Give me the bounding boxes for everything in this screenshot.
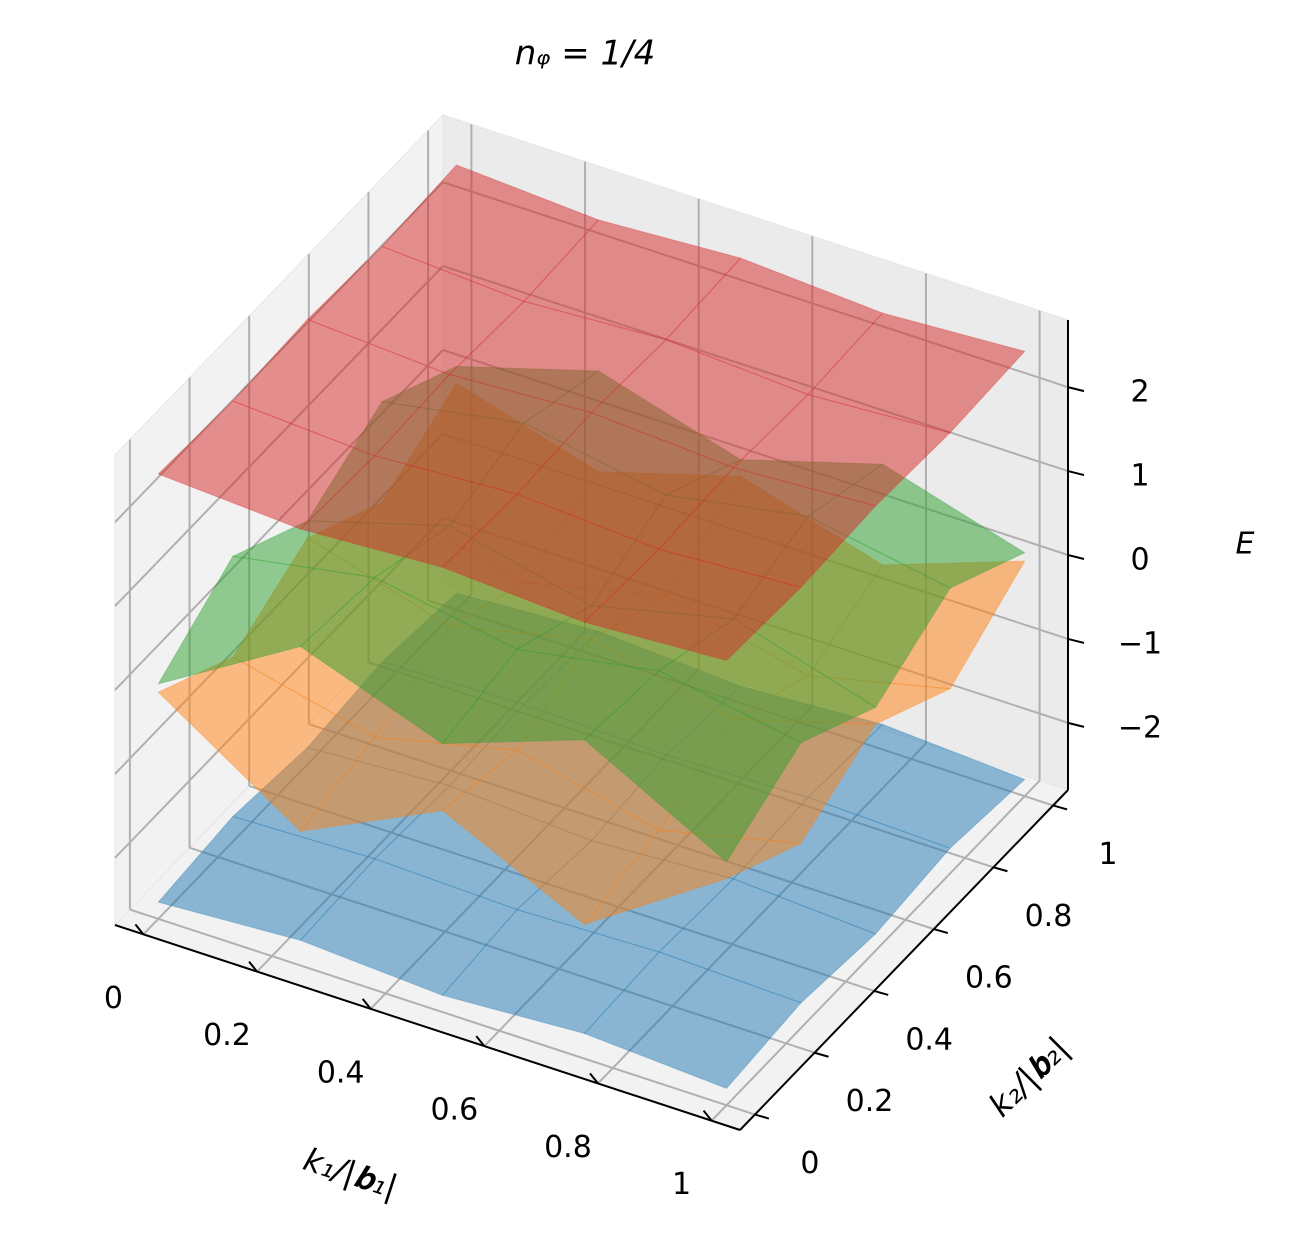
tick-mark [475,1035,486,1047]
y-tick-label: 0 [800,1146,819,1181]
z-tick-label: −2 [1118,710,1162,745]
x-axis-label: k₁/|𝐛₁| [299,1140,402,1206]
x-tick-label: 0.2 [203,1018,251,1053]
tick-mark [754,1113,770,1120]
surface-patch [658,467,877,588]
y-tick-label: 1 [1099,837,1118,872]
tick-mark [993,866,1008,873]
surface-patch [807,312,1026,434]
tick-mark [1067,721,1085,728]
tick-mark [933,928,949,935]
surface-patch [583,670,802,863]
grid-line [710,779,1041,1122]
y-tick-label: 0.6 [965,961,1013,996]
x-tick-label: 0.8 [544,1130,592,1165]
x-tick-label: 1 [672,1167,691,1202]
tick-mark [1067,470,1085,477]
surface-patch [583,951,802,1089]
tick-mark [1052,804,1068,811]
tick-mark [134,923,145,935]
tick-mark [702,1110,713,1122]
tick-mark [248,960,258,973]
tick-mark [589,1072,599,1085]
y-axis-line [739,789,1069,1131]
tick-mark [1067,386,1085,393]
surface-patch [583,829,803,926]
surface-patch [732,394,952,507]
y-tick-label: 0.2 [846,1084,894,1119]
chart-title: nᵩ = 1/4 [515,34,656,74]
y-tick-label: 0.8 [1025,899,1073,934]
tick-mark [361,998,372,1010]
tick-mark [814,1051,829,1058]
tick-mark [1067,637,1085,644]
surfaces [157,164,1026,1089]
x-axis-line [114,924,741,1131]
x-tick-label: 0.4 [317,1055,365,1090]
z-tick-label: 2 [1130,375,1149,410]
tick-mark [1067,554,1085,560]
z-tick-label: −1 [1118,626,1162,661]
z-tick-label: 1 [1130,459,1149,494]
surface-patch [583,548,802,661]
z-tick-label: 0 [1130,543,1149,578]
tick-mark [873,989,889,996]
y-axis-label: k₂/|𝐛₂| [981,1029,1076,1124]
y-tick-label: 0.4 [905,1022,953,1057]
grid-line [129,908,756,1116]
z-axis-label: E [1236,527,1255,562]
surface-patch [658,878,877,1004]
x-tick-label: 0.6 [430,1093,478,1128]
axes: 0 0.2 0.4 0.6 0.8 1 0 0.2 0.4 0.6 0.8 1 −2 −1 0 1 2 [104,320,1162,1202]
x-tick-label: 0 [104,981,123,1016]
